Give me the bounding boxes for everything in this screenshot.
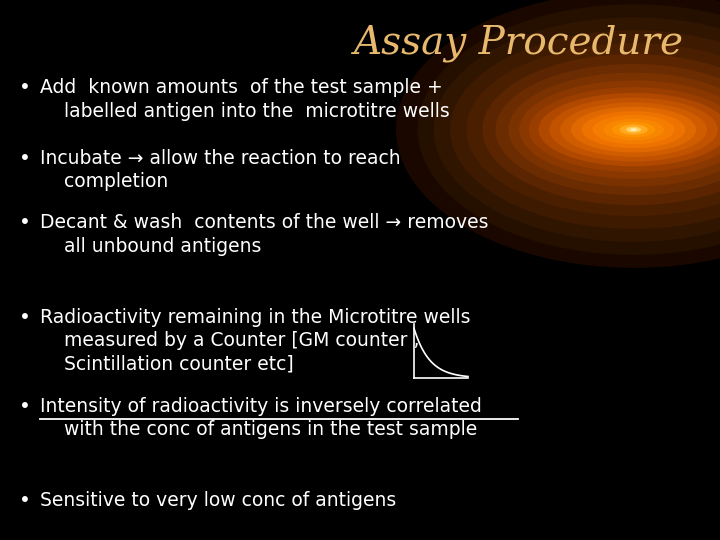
Text: Assay Procedure: Assay Procedure bbox=[354, 24, 684, 62]
Ellipse shape bbox=[508, 72, 720, 187]
Text: Decant & wash  contents of the well → removes
    all unbound antigens: Decant & wash contents of the well → rem… bbox=[40, 213, 488, 256]
Text: •: • bbox=[19, 491, 31, 510]
Ellipse shape bbox=[560, 103, 707, 157]
Ellipse shape bbox=[603, 119, 664, 140]
Text: •: • bbox=[19, 397, 31, 416]
Text: Incubate → allow the reaction to reach
    completion: Incubate → allow the reaction to reach c… bbox=[40, 148, 400, 191]
Ellipse shape bbox=[631, 129, 637, 131]
Ellipse shape bbox=[433, 17, 720, 242]
Ellipse shape bbox=[571, 107, 696, 152]
Ellipse shape bbox=[549, 98, 718, 161]
Text: Intensity of radioactivity is inversely correlated
    with the conc of antigens: Intensity of radioactivity is inversely … bbox=[40, 397, 482, 440]
Ellipse shape bbox=[528, 87, 720, 172]
Ellipse shape bbox=[467, 43, 720, 216]
Ellipse shape bbox=[418, 4, 720, 255]
Text: •: • bbox=[19, 148, 31, 167]
Text: Radioactivity remaining in the Microtitre wells
    measured by a Counter [GM co: Radioactivity remaining in the Microtitr… bbox=[40, 308, 470, 374]
Ellipse shape bbox=[450, 30, 720, 229]
Ellipse shape bbox=[539, 93, 720, 166]
Ellipse shape bbox=[519, 80, 720, 179]
Ellipse shape bbox=[495, 64, 720, 195]
Text: •: • bbox=[19, 78, 31, 97]
Ellipse shape bbox=[626, 127, 641, 132]
Ellipse shape bbox=[582, 111, 685, 148]
Ellipse shape bbox=[612, 122, 655, 137]
Text: Sensitive to very low conc of antigens: Sensitive to very low conc of antigens bbox=[40, 491, 396, 510]
Text: •: • bbox=[19, 213, 31, 232]
Ellipse shape bbox=[620, 124, 648, 135]
Text: •: • bbox=[19, 308, 31, 327]
Ellipse shape bbox=[593, 115, 675, 144]
Ellipse shape bbox=[396, 0, 720, 268]
Text: Add  known amounts  of the test sample +
    labelled antigen into the  microtit: Add known amounts of the test sample + l… bbox=[40, 78, 449, 121]
Ellipse shape bbox=[482, 54, 720, 205]
